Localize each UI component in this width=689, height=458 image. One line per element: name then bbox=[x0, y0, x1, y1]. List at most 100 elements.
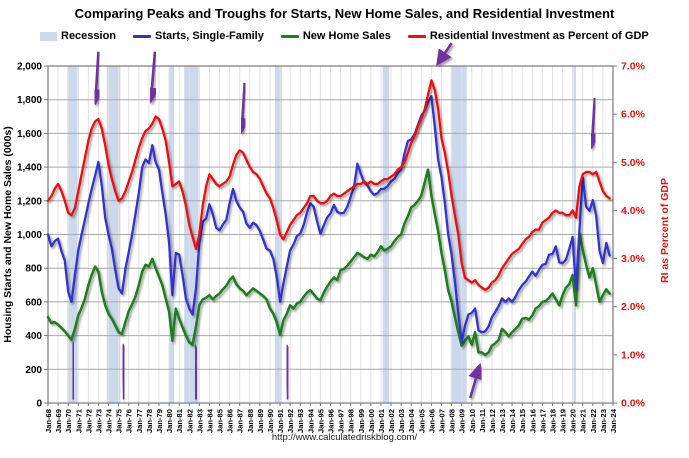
series-new-home-sales bbox=[46, 168, 611, 357]
x-axis-tick-label: Jan-86 bbox=[226, 409, 235, 433]
legend-item-new-home-sales: New Home Sales bbox=[280, 30, 391, 42]
trough-arrow bbox=[468, 362, 484, 399]
x-axis-tick-label: Jan-03 bbox=[397, 409, 406, 433]
x-axis-tick-label: Jan-89 bbox=[256, 409, 265, 433]
legend-item-residential-investment-as-percent-of-gdp: Residential Investment as Percent of GDP bbox=[407, 30, 649, 42]
x-axis-tick-label: Jan-98 bbox=[347, 409, 356, 433]
left-axis-tick-label: 800 bbox=[25, 264, 42, 275]
x-axis-tick-label: Jan-09 bbox=[458, 409, 467, 433]
x-axis-tick-label: Jan-91 bbox=[276, 408, 285, 433]
trough-arrow bbox=[187, 344, 204, 400]
x-axis-tick-label: Jan-90 bbox=[266, 409, 275, 433]
x-axis-tick-label: Jan-82 bbox=[185, 409, 194, 433]
left-axis-tick-label: 1,600 bbox=[17, 129, 42, 140]
series-starts-single-family bbox=[46, 95, 611, 343]
legend: Recession Starts, Single-Family New Home S… bbox=[40, 30, 649, 42]
left-axis-tick-label: 1,000 bbox=[17, 230, 42, 241]
peak-arrow bbox=[584, 97, 601, 150]
line-swatch bbox=[407, 34, 426, 38]
x-axis-tick-label: Jan-72 bbox=[84, 409, 93, 433]
trough-arrow bbox=[115, 343, 132, 400]
right-axis-tick-label: 7.0% bbox=[621, 61, 646, 73]
x-axis-tick-label: Jan-18 bbox=[548, 409, 557, 433]
peak-arrow bbox=[436, 42, 453, 67]
peak-arrow bbox=[144, 51, 160, 104]
x-axis-tick-label: Jan-02 bbox=[387, 409, 396, 433]
right-axis-tick-label: 6.0% bbox=[621, 109, 646, 121]
left-axis-tick-label: 0 bbox=[36, 399, 42, 410]
x-axis-tick-label: Jan-99 bbox=[357, 409, 366, 433]
x-axis-tick-label: Jan-23 bbox=[599, 409, 608, 433]
x-axis-tick-label: Jan-16 bbox=[528, 409, 537, 433]
x-axis-tick-label: Jan-17 bbox=[538, 409, 547, 433]
right-axis-tick-label: 0.0% bbox=[621, 398, 646, 410]
left-axis-tick-label: 600 bbox=[25, 297, 42, 308]
x-axis-tick-label: Jan-08 bbox=[448, 409, 457, 433]
legend-label: New Home Sales bbox=[302, 30, 391, 42]
x-axis-tick-label: Jan-07 bbox=[437, 409, 446, 433]
peak-arrow bbox=[88, 51, 104, 106]
series-residential-investment-as-percent-of-gdp bbox=[46, 79, 611, 292]
x-axis-tick-label: Jan-19 bbox=[559, 409, 568, 433]
x-axis-tick-label: Jan-87 bbox=[236, 409, 245, 433]
right-axis-tick-label: 3.0% bbox=[621, 253, 646, 265]
left-axis-title: Housing Starts and New Home Sales (000s) bbox=[2, 126, 14, 342]
recession-swatch bbox=[40, 31, 57, 41]
left-axis-tick-label: 400 bbox=[25, 331, 42, 342]
right-axis-title: RI as Percent of GDP bbox=[659, 178, 671, 283]
x-axis-tick-label: Jan-71 bbox=[74, 408, 83, 433]
x-axis-tick-label: Jan-80 bbox=[165, 409, 174, 433]
left-axis-tick-label: 1,800 bbox=[17, 95, 42, 106]
right-axis-tick-label: 1.0% bbox=[621, 349, 646, 361]
x-axis-tick-label: Jan-69 bbox=[54, 409, 63, 433]
left-axis-tick-label: 200 bbox=[25, 365, 42, 376]
legend-item-starts-single-family: Starts, Single-Family bbox=[133, 30, 264, 42]
x-axis-tick-label: Jan-20 bbox=[569, 409, 578, 433]
x-axis-tick-label: Jan-12 bbox=[488, 409, 497, 433]
legend-item-recession: Recession bbox=[40, 30, 116, 42]
x-axis-tick-label: Jan-95 bbox=[316, 408, 325, 433]
x-axis-tick-label: Jan-01 bbox=[377, 408, 386, 433]
x-axis-tick-label: Jan-85 bbox=[216, 408, 225, 433]
x-axis-tick-label: Jan-92 bbox=[286, 409, 295, 433]
right-axis-tick-label: 4.0% bbox=[621, 205, 646, 217]
right-axis-tick-label: 2.0% bbox=[621, 301, 646, 313]
x-axis-tick-label: Jan-21 bbox=[579, 408, 588, 433]
x-axis-tick-label: Jan-68 bbox=[44, 409, 53, 433]
x-axis-tick-label: Jan-78 bbox=[145, 409, 154, 433]
x-axis-tick-label: Jan-97 bbox=[337, 409, 346, 433]
left-axis-tick-label: 1,400 bbox=[17, 163, 42, 174]
x-axis-tick-label: Jan-96 bbox=[327, 409, 336, 433]
x-axis-tick-label: Jan-76 bbox=[125, 409, 134, 433]
chart-title: Comparing Peaks and Troughs for Starts, … bbox=[74, 6, 615, 21]
x-axis-tick-label: Jan-00 bbox=[367, 409, 376, 433]
right-axis-tick-label: 5.0% bbox=[621, 157, 646, 169]
left-axis-tick-label: 2,000 bbox=[17, 62, 42, 73]
x-axis-tick-label: Jan-77 bbox=[135, 409, 144, 433]
trough-arrow bbox=[279, 344, 296, 400]
x-axis-tick-label: Jan-13 bbox=[498, 409, 507, 433]
x-axis-tick-label: Jan-83 bbox=[195, 409, 204, 433]
x-axis-tick-label: Jan-94 bbox=[306, 408, 315, 433]
x-axis-tick-label: Jan-22 bbox=[589, 409, 598, 433]
legend-label: Recession bbox=[61, 30, 117, 42]
x-axis-tick-label: Jan-05 bbox=[417, 408, 426, 433]
x-axis-tick-label: Jan-06 bbox=[427, 409, 436, 433]
trough-arrow bbox=[65, 340, 81, 400]
x-axis-tick-label: Jan-10 bbox=[468, 409, 477, 433]
source-url: http://www.calculatedriskblog.com/ bbox=[271, 432, 418, 443]
x-axis-tick-label: Jan-74 bbox=[105, 408, 114, 433]
x-axis-tick-label: Jan-81 bbox=[175, 408, 184, 433]
x-axis-tick-label: Jan-70 bbox=[64, 409, 73, 433]
x-axis-tick-label: Jan-24 bbox=[609, 408, 618, 433]
x-axis-tick-label: Jan-15 bbox=[518, 408, 527, 433]
line-swatch bbox=[280, 34, 299, 38]
peak-arrow bbox=[234, 82, 251, 135]
x-axis-tick-label: Jan-88 bbox=[246, 409, 255, 433]
x-axis-tick-label: Jan-04 bbox=[407, 408, 416, 433]
x-axis-tick-label: Jan-73 bbox=[94, 409, 103, 433]
x-axis-tick-label: Jan-75 bbox=[115, 408, 124, 433]
x-axis-tick-label: Jan-14 bbox=[508, 408, 517, 433]
